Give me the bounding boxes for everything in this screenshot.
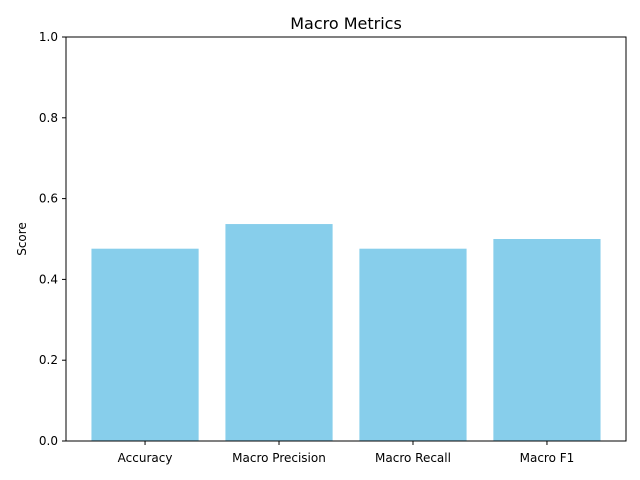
y-axis-label: Score bbox=[15, 222, 29, 256]
y-ticks: 0.0 0.2 0.4 0.6 0.8 1.0 bbox=[39, 30, 66, 448]
x-ticks: Accuracy Macro Precision Macro Recall Macro… bbox=[118, 441, 575, 465]
chart-title: Macro Metrics bbox=[290, 14, 402, 33]
x-tick-label: Macro Precision bbox=[232, 451, 326, 465]
y-tick-label: 0.2 bbox=[39, 353, 58, 367]
y-tick-label: 0.8 bbox=[39, 111, 58, 125]
bar-macro-precision bbox=[225, 224, 333, 441]
x-tick-label: Accuracy bbox=[118, 451, 173, 465]
bar-accuracy bbox=[91, 248, 199, 441]
bars-layer bbox=[91, 224, 601, 441]
plot-frame bbox=[65, 36, 627, 442]
y-tick-label: 0.6 bbox=[39, 192, 58, 206]
y-tick-label: 0.4 bbox=[39, 272, 58, 286]
bar-macro-recall bbox=[359, 248, 467, 441]
x-tick-label: Macro F1 bbox=[520, 451, 575, 465]
x-tick-label: Macro Recall bbox=[375, 451, 451, 465]
y-tick-label: 0.0 bbox=[39, 434, 58, 448]
y-tick-label: 1.0 bbox=[39, 30, 58, 44]
bar-macro-f1 bbox=[493, 239, 601, 441]
